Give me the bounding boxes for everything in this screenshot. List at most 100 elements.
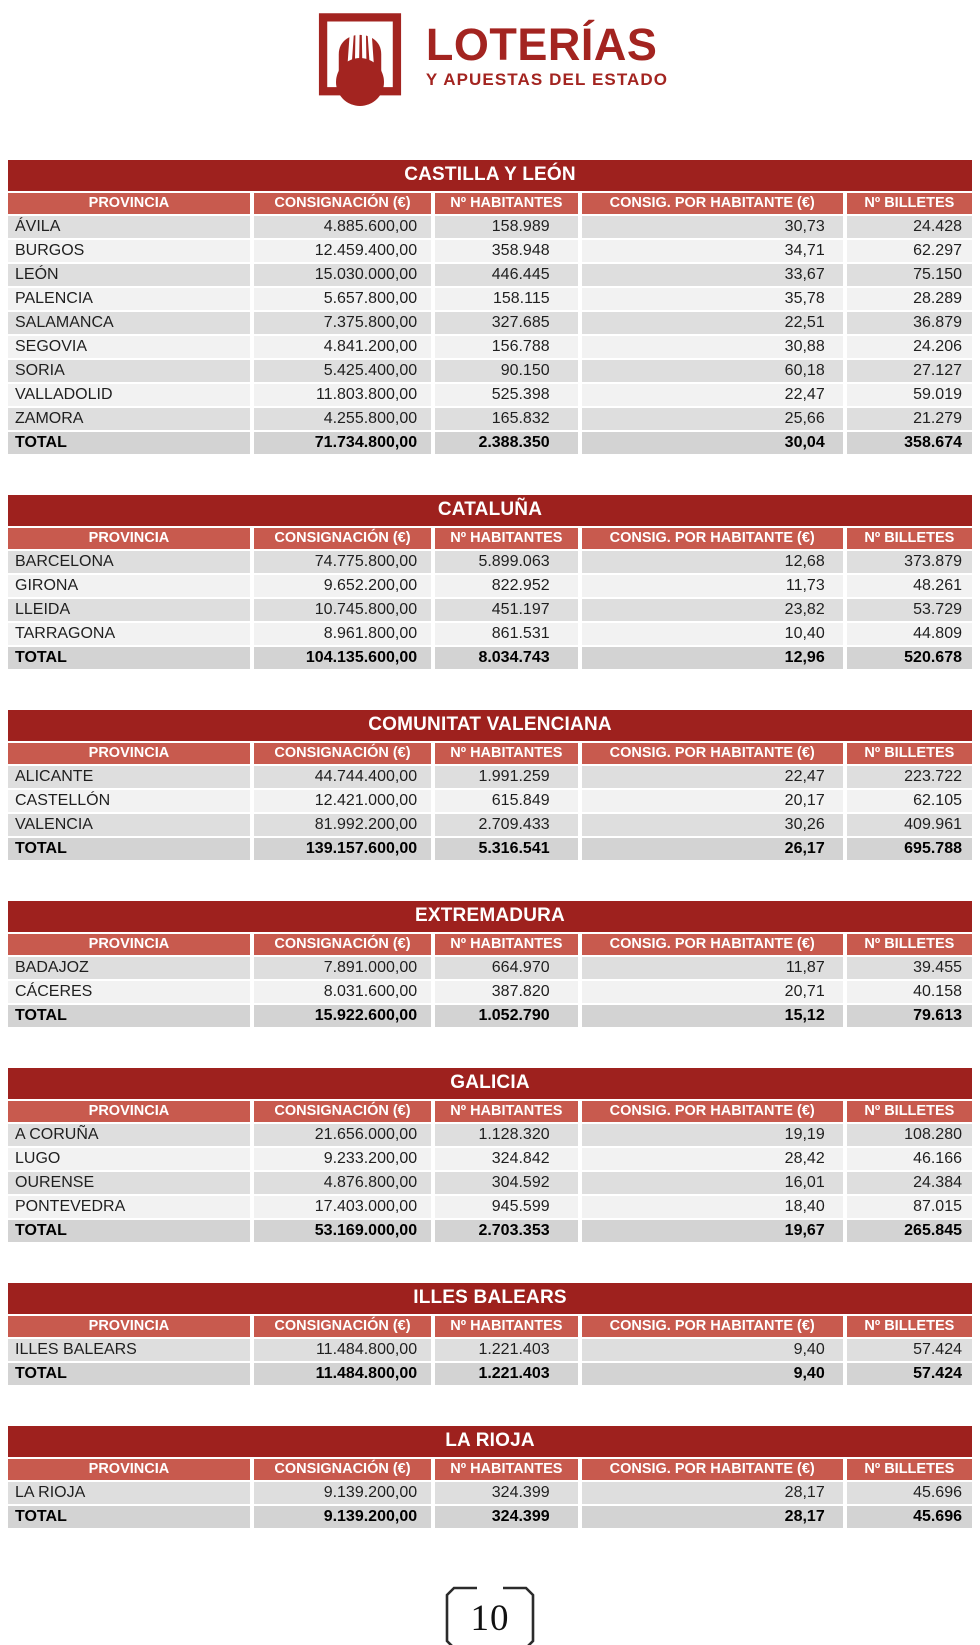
- region-table: LA RIOJA PROVINCIA CONSIGNACIÓN (€) Nº HABI…: [8, 1426, 972, 1528]
- value-cell: 21.656.000,00: [249, 1122, 434, 1147]
- value-cell: 75.150: [842, 262, 972, 287]
- table-row: SALAMANCA 7.375.800,00 327.685 22,51 36.879: [8, 310, 972, 335]
- column-header: Nº BILLETES: [842, 1314, 972, 1338]
- table-row: BURGOS 12.459.400,00 358.948 34,71 62.297: [8, 238, 972, 263]
- table-row: SEGOVIA 4.841.200,00 156.788 30,88 24.206: [8, 334, 972, 359]
- logo-title: LOTERÍAS: [425, 19, 658, 70]
- value-cell: 9.652.200,00: [249, 573, 434, 598]
- value-cell: 28.289: [842, 286, 972, 311]
- value-cell: 451.197: [431, 597, 580, 622]
- province-cell: SEGOVIA: [8, 334, 252, 359]
- province-cell: LEÓN: [8, 262, 252, 287]
- logo-subtitle: Y APUESTAS DEL ESTADO: [425, 70, 669, 89]
- value-cell: 62.297: [842, 238, 972, 263]
- value-cell: 165.832: [431, 406, 580, 431]
- tables-container: CASTILLA Y LEÓN PROVINCIA CONSIGNACIÓN (€)…: [8, 160, 972, 1528]
- table-row: VALLADOLID 11.803.800,00 525.398 22,47 59.01…: [8, 382, 972, 407]
- column-header: CONSIG. POR HABITANTE (€): [577, 1457, 845, 1481]
- value-cell: 28,17: [577, 1480, 845, 1505]
- value-cell: 12,68: [577, 549, 845, 574]
- province-cell: ZAMORA: [8, 406, 252, 431]
- province-cell: BADAJOZ: [8, 955, 252, 980]
- value-cell: 24.384: [842, 1170, 972, 1195]
- total-label-cell: TOTAL: [8, 1218, 252, 1242]
- province-cell: LUGO: [8, 1146, 252, 1171]
- value-cell: 4.876.800,00: [249, 1170, 434, 1195]
- table-title: GALICIA: [8, 1068, 972, 1100]
- column-header: CONSIGNACIÓN (€): [249, 741, 434, 765]
- table-row: ÁVILA 4.885.600,00 158.989 30,73 24.428: [8, 214, 972, 239]
- table-row: OURENSE 4.876.800,00 304.592 16,01 24.384: [8, 1170, 972, 1195]
- value-cell: 25,66: [577, 406, 845, 431]
- table-row: CASTELLÓN 12.421.000,00 615.849 20,17 62.105: [8, 788, 972, 813]
- value-cell: 10.745.800,00: [249, 597, 434, 622]
- table-title-row: COMUNITAT VALENCIANA: [8, 710, 972, 742]
- table-title-row: LA RIOJA: [8, 1426, 972, 1458]
- value-cell: 4.841.200,00: [249, 334, 434, 359]
- value-cell: 44.809: [842, 621, 972, 646]
- value-cell: 2.709.433: [431, 812, 580, 837]
- value-cell: 9.233.200,00: [249, 1146, 434, 1171]
- column-header: Nº HABITANTES: [431, 932, 580, 956]
- value-cell: 59.019: [842, 382, 972, 407]
- table-title-row: ILLES BALEARS: [8, 1283, 972, 1315]
- value-cell: 22,47: [577, 764, 845, 789]
- column-header-row: PROVINCIA CONSIGNACIÓN (€) Nº HABITANTES CO…: [8, 1099, 972, 1123]
- value-cell: 45.696: [842, 1480, 972, 1505]
- column-header: CONSIGNACIÓN (€): [249, 1314, 434, 1338]
- value-cell: 156.788: [431, 334, 580, 359]
- table-row: VALENCIA 81.992.200,00 2.709.433 30,26 409.9…: [8, 812, 972, 837]
- value-cell: 30,88: [577, 334, 845, 359]
- total-label-cell: TOTAL: [8, 1003, 252, 1027]
- value-cell: 525.398: [431, 382, 580, 407]
- region-table: CATALUÑA PROVINCIA CONSIGNACIÓN (€) Nº HABI…: [8, 495, 972, 669]
- value-cell: 27.127: [842, 358, 972, 383]
- total-value-cell: 1.052.790: [431, 1003, 580, 1027]
- total-label-cell: TOTAL: [8, 836, 252, 860]
- total-value-cell: 15,12: [577, 1003, 845, 1027]
- column-header-row: PROVINCIA CONSIGNACIÓN (€) Nº HABITANTES CO…: [8, 526, 972, 550]
- value-cell: 60,18: [577, 358, 845, 383]
- total-row: TOTAL 9.139.200,00 324.399 28,17 45.696: [8, 1504, 972, 1528]
- value-cell: 81.992.200,00: [249, 812, 434, 837]
- value-cell: 22,47: [577, 382, 845, 407]
- value-cell: 23,82: [577, 597, 845, 622]
- total-label-cell: TOTAL: [8, 645, 252, 669]
- province-cell: CASTELLÓN: [8, 788, 252, 813]
- value-cell: 11,87: [577, 955, 845, 980]
- value-cell: 11,73: [577, 573, 845, 598]
- column-header: PROVINCIA: [8, 741, 252, 765]
- column-header: CONSIGNACIÓN (€): [249, 1457, 434, 1481]
- total-value-cell: 9.139.200,00: [249, 1504, 434, 1528]
- value-cell: 19,19: [577, 1122, 845, 1147]
- page-footer: 10: [0, 1582, 980, 1645]
- loterias-hand-icon: [318, 13, 401, 106]
- column-header-row: PROVINCIA CONSIGNACIÓN (€) Nº HABITANTES CO…: [8, 741, 972, 765]
- table-row: A CORUÑA 21.656.000,00 1.128.320 19,19 108.2…: [8, 1122, 972, 1147]
- total-row: TOTAL 104.135.600,00 8.034.743 12,96 520.678: [8, 645, 972, 669]
- region-table: EXTREMADURA PROVINCIA CONSIGNACIÓN (€) Nº H…: [8, 901, 972, 1027]
- column-header: CONSIG. POR HABITANTE (€): [577, 1099, 845, 1123]
- logo-text: LOTERÍAS Y APUESTAS DEL ESTADO: [426, 6, 668, 90]
- page-number: 10: [470, 1597, 510, 1639]
- province-cell: BARCELONA: [8, 549, 252, 574]
- table-title: ILLES BALEARS: [8, 1283, 972, 1315]
- column-header: CONSIG. POR HABITANTE (€): [577, 1314, 845, 1338]
- value-cell: 9,40: [577, 1337, 845, 1362]
- column-header: Nº HABITANTES: [431, 1099, 580, 1123]
- column-header: CONSIGNACIÓN (€): [249, 191, 434, 215]
- value-cell: 20,17: [577, 788, 845, 813]
- province-cell: GIRONA: [8, 573, 252, 598]
- value-cell: 57.424: [842, 1337, 972, 1362]
- column-header-row: PROVINCIA CONSIGNACIÓN (€) Nº HABITANTES CO…: [8, 932, 972, 956]
- value-cell: 21.279: [842, 406, 972, 431]
- province-cell: SORIA: [8, 358, 252, 383]
- value-cell: 90.150: [431, 358, 580, 383]
- value-cell: 409.961: [842, 812, 972, 837]
- table-row: BARCELONA 74.775.800,00 5.899.063 12,68 373.…: [8, 549, 972, 574]
- column-header: Nº HABITANTES: [431, 526, 580, 550]
- total-value-cell: 45.696: [842, 1504, 972, 1528]
- table-row: BADAJOZ 7.891.000,00 664.970 11,87 39.455: [8, 955, 972, 980]
- total-row: TOTAL 53.169.000,00 2.703.353 19,67 265.845: [8, 1218, 972, 1242]
